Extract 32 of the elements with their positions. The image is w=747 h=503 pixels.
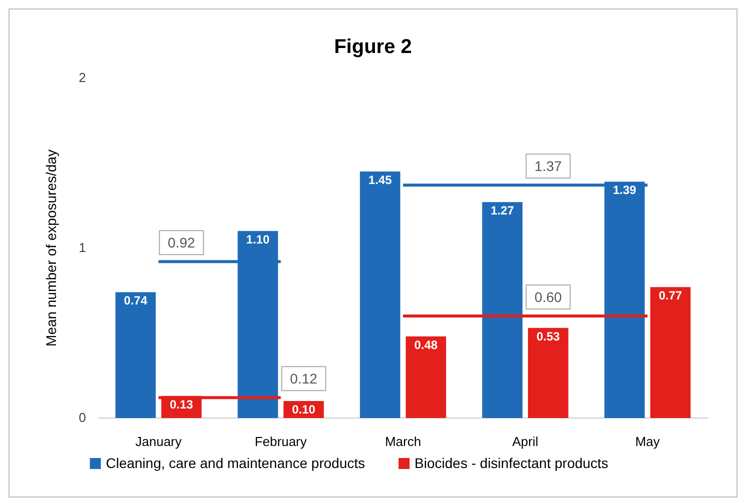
data-label: 0.60	[534, 289, 562, 305]
x-tick-label: May	[635, 434, 660, 449]
data-label: 0.74	[124, 294, 148, 308]
x-tick-label: March	[384, 434, 422, 449]
bar	[115, 292, 156, 418]
data-label: 1.39	[612, 183, 637, 198]
y-tick-label: 1	[78, 240, 86, 255]
data-label: 1.10	[246, 232, 270, 246]
data-label: 0.12	[290, 370, 318, 387]
bar	[650, 287, 691, 418]
data-label: 1.45	[368, 173, 392, 187]
x-tick-label: April	[512, 434, 538, 449]
x-tick-label: February	[254, 434, 308, 449]
legend-label: Cleaning, care and maintenance products	[106, 455, 366, 471]
bar	[360, 172, 400, 418]
data-label: 0.48	[414, 338, 438, 352]
data-label: 1.27	[490, 204, 514, 218]
data-label: 1.37	[534, 158, 562, 174]
x-tick-label: January	[135, 434, 182, 449]
data-label: 0.53	[536, 329, 560, 344]
data-label: 0.10	[292, 402, 316, 416]
bar	[528, 328, 568, 418]
data-label: 0.77	[658, 288, 682, 303]
y-axis-title: Mean number of exposures/day	[43, 150, 59, 346]
y-tick-label: 0	[78, 410, 86, 425]
bar	[482, 202, 522, 418]
bar	[406, 336, 446, 418]
legend-label: Biocides - disinfectant products	[414, 455, 608, 471]
chart-title: Figure 2	[334, 36, 412, 58]
y-tick-label: 2	[78, 70, 86, 85]
data-label: 0.13	[170, 397, 194, 412]
data-label: 0.92	[168, 234, 196, 251]
